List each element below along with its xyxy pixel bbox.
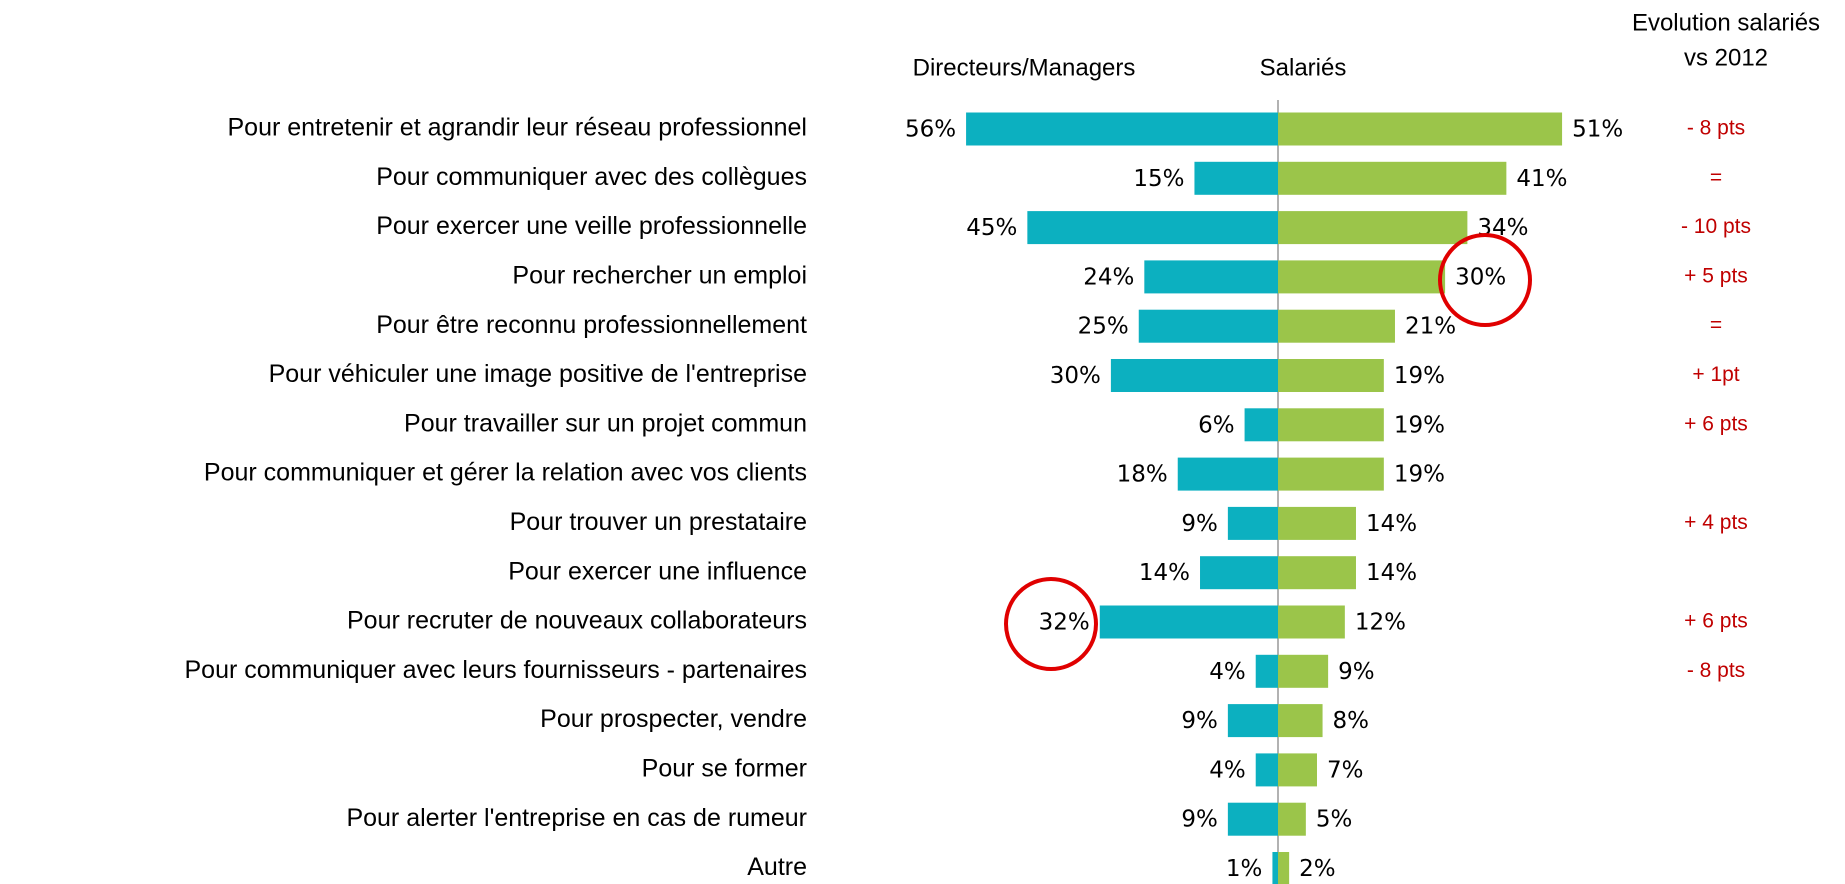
evolution-label: - 8 pts bbox=[1687, 659, 1745, 682]
bar bbox=[1278, 654, 1329, 688]
category-label: Pour communiquer et gérer la relation av… bbox=[204, 459, 807, 487]
bar bbox=[1278, 753, 1317, 787]
bar bbox=[1244, 408, 1278, 442]
value-label: 4% bbox=[1209, 659, 1246, 685]
category-label: Pour véhiculer une image positive de l'e… bbox=[269, 360, 807, 388]
value-label: 14% bbox=[1366, 511, 1417, 537]
value-label: 2% bbox=[1299, 856, 1336, 882]
marks: Pour entretenir et agrandir leur réseau … bbox=[185, 112, 1751, 884]
bar bbox=[1027, 211, 1278, 245]
category-label: Pour communiquer avec des collègues bbox=[376, 163, 807, 191]
value-label: 51% bbox=[1572, 117, 1623, 143]
value-label: 30% bbox=[1455, 264, 1506, 290]
value-label: 30% bbox=[1050, 363, 1101, 389]
value-label: 9% bbox=[1181, 708, 1218, 734]
value-label: 14% bbox=[1366, 560, 1417, 586]
category-label: Pour exercer une influence bbox=[508, 557, 807, 585]
evolution-label: + 1pt bbox=[1692, 363, 1739, 386]
category-label: Pour exercer une veille professionnelle bbox=[376, 212, 807, 240]
bar bbox=[1278, 506, 1356, 540]
value-label: 4% bbox=[1209, 757, 1246, 783]
value-label: 1% bbox=[1226, 856, 1263, 882]
bar bbox=[1278, 852, 1290, 884]
bar bbox=[1227, 802, 1278, 836]
bar bbox=[1227, 506, 1278, 540]
value-label: 9% bbox=[1338, 659, 1375, 685]
bar bbox=[1255, 753, 1278, 787]
value-label: 32% bbox=[1039, 610, 1090, 636]
evolution-label: + 6 pts bbox=[1684, 610, 1748, 633]
bar bbox=[1194, 161, 1278, 195]
value-label: 15% bbox=[1133, 166, 1184, 192]
value-label: 25% bbox=[1078, 314, 1129, 340]
category-label: Pour communiquer avec leurs fournisseurs… bbox=[185, 656, 808, 684]
evolution-label: + 4 pts bbox=[1684, 511, 1748, 534]
bar bbox=[1278, 309, 1395, 343]
bar bbox=[1278, 802, 1306, 836]
bar bbox=[1278, 457, 1384, 491]
bar bbox=[1278, 704, 1323, 738]
value-label: 45% bbox=[966, 215, 1017, 241]
value-label: 19% bbox=[1394, 412, 1445, 438]
bar bbox=[1278, 211, 1468, 245]
category-label: Pour être reconnu professionnellement bbox=[376, 311, 807, 339]
bar bbox=[1099, 605, 1278, 639]
category-label: Pour rechercher un emploi bbox=[512, 262, 807, 290]
legend-label: Directeurs/Managers bbox=[913, 54, 1136, 81]
bar bbox=[1138, 309, 1278, 343]
value-label: 5% bbox=[1316, 807, 1353, 833]
category-label: Autre bbox=[747, 853, 807, 881]
evolution-label: = bbox=[1710, 314, 1722, 337]
highlight-circle bbox=[1004, 577, 1098, 671]
bar bbox=[1278, 605, 1345, 639]
value-label: 7% bbox=[1327, 757, 1364, 783]
evolution-label: - 10 pts bbox=[1681, 215, 1751, 238]
category-label: Pour recruter de nouveaux collaborateurs bbox=[347, 607, 807, 635]
value-label: 24% bbox=[1083, 264, 1134, 290]
bar bbox=[1278, 260, 1446, 294]
category-label: Pour entretenir et agrandir leur réseau … bbox=[227, 114, 807, 142]
evolution-title: Evolution salariés bbox=[1632, 9, 1820, 36]
evolution-label: = bbox=[1710, 166, 1722, 189]
value-label: 41% bbox=[1516, 166, 1567, 192]
bar bbox=[1278, 359, 1384, 392]
value-label: 14% bbox=[1139, 560, 1190, 586]
bar bbox=[1278, 161, 1507, 195]
evolution-title: vs 2012 bbox=[1684, 44, 1768, 71]
bar bbox=[1255, 654, 1278, 688]
bar bbox=[1177, 457, 1278, 491]
bar bbox=[1278, 112, 1563, 146]
evolution-label: + 5 pts bbox=[1684, 264, 1748, 287]
legend-label: Salariés bbox=[1260, 54, 1347, 81]
bar bbox=[1227, 704, 1278, 738]
value-label: 19% bbox=[1394, 363, 1445, 389]
bar bbox=[1110, 359, 1278, 392]
bar bbox=[1272, 852, 1278, 884]
bar bbox=[1144, 260, 1278, 294]
bar bbox=[1200, 556, 1278, 590]
category-label: Pour trouver un prestataire bbox=[510, 508, 807, 536]
category-label: Pour travailler sur un projet commun bbox=[404, 409, 807, 437]
bar bbox=[1278, 408, 1384, 442]
bar bbox=[966, 112, 1278, 146]
value-label: 8% bbox=[1333, 708, 1370, 734]
evolution-label: + 6 pts bbox=[1684, 412, 1748, 435]
category-label: Pour prospecter, vendre bbox=[540, 705, 807, 733]
value-label: 6% bbox=[1198, 412, 1235, 438]
value-label: 19% bbox=[1394, 462, 1445, 488]
value-label: 56% bbox=[905, 117, 956, 143]
evolution-label: - 8 pts bbox=[1687, 117, 1745, 140]
value-label: 18% bbox=[1117, 462, 1168, 488]
category-label: Pour alerter l'entreprise en cas de rume… bbox=[346, 804, 807, 832]
value-label: 12% bbox=[1355, 610, 1406, 636]
category-label: Pour se former bbox=[642, 755, 807, 783]
value-label: 9% bbox=[1181, 511, 1218, 537]
value-label: 9% bbox=[1181, 807, 1218, 833]
value-label: 21% bbox=[1405, 314, 1456, 340]
bar bbox=[1278, 556, 1356, 590]
highlight-circle bbox=[1438, 233, 1532, 327]
